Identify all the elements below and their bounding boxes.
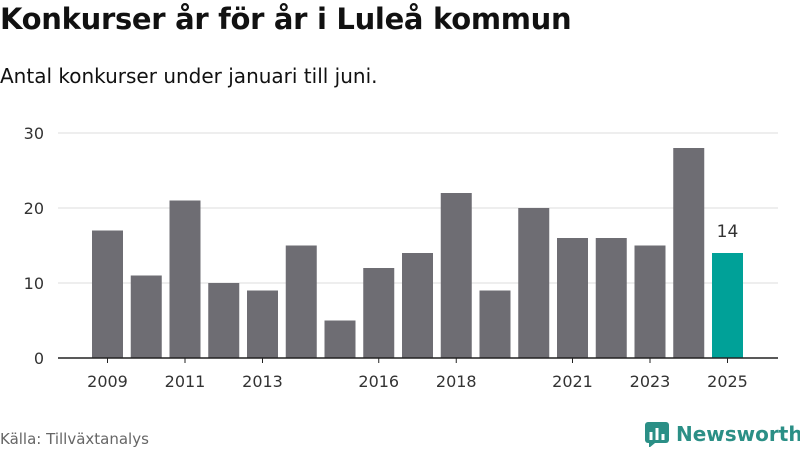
bar	[92, 230, 123, 358]
y-tick-label: 30	[24, 124, 44, 143]
x-tick-label: 2016	[358, 372, 399, 391]
x-tick-label: 2013	[242, 372, 283, 391]
bar	[440, 193, 472, 358]
bar	[130, 275, 162, 358]
bar	[557, 238, 588, 358]
x-tick-label: 2009	[87, 372, 128, 391]
bar-chart: 0 10 20 30 14 2009 2011 2013 2016 2018 2021 2023 202…	[24, 124, 778, 391]
newsworthy-logo: Newsworthy	[644, 420, 800, 448]
bar	[673, 148, 705, 358]
data-label: 14	[717, 222, 739, 242]
bar	[247, 290, 278, 358]
chart-title: Konkurser år för år i Luleå kommun	[0, 2, 572, 36]
x-tick-label: 2011	[165, 372, 206, 391]
bar	[595, 238, 627, 358]
newsworthy-logo-icon	[645, 422, 669, 447]
bar	[518, 208, 550, 358]
chart-subtitle: Antal konkurser under januari till juni.	[0, 64, 378, 88]
bar	[479, 290, 511, 358]
bar	[324, 320, 356, 358]
bar	[402, 253, 433, 358]
newsworthy-brand-name: Newsworthy	[676, 422, 800, 446]
x-tick-label: 2023	[630, 372, 671, 391]
y-tick-label: 10	[24, 274, 44, 293]
y-tick-label: 20	[24, 199, 44, 218]
bar	[208, 283, 240, 358]
bar	[363, 268, 395, 358]
x-tick-label: 2025	[707, 372, 748, 391]
y-tick-label: 0	[34, 349, 44, 368]
source-note: Källa: Tillväxtanalys	[0, 430, 149, 448]
bar-highlight	[712, 253, 743, 358]
bar	[634, 245, 666, 358]
x-tick-label: 2018	[436, 372, 477, 391]
bar	[285, 245, 317, 358]
x-tick-label: 2021	[552, 372, 593, 391]
bar	[169, 200, 201, 358]
